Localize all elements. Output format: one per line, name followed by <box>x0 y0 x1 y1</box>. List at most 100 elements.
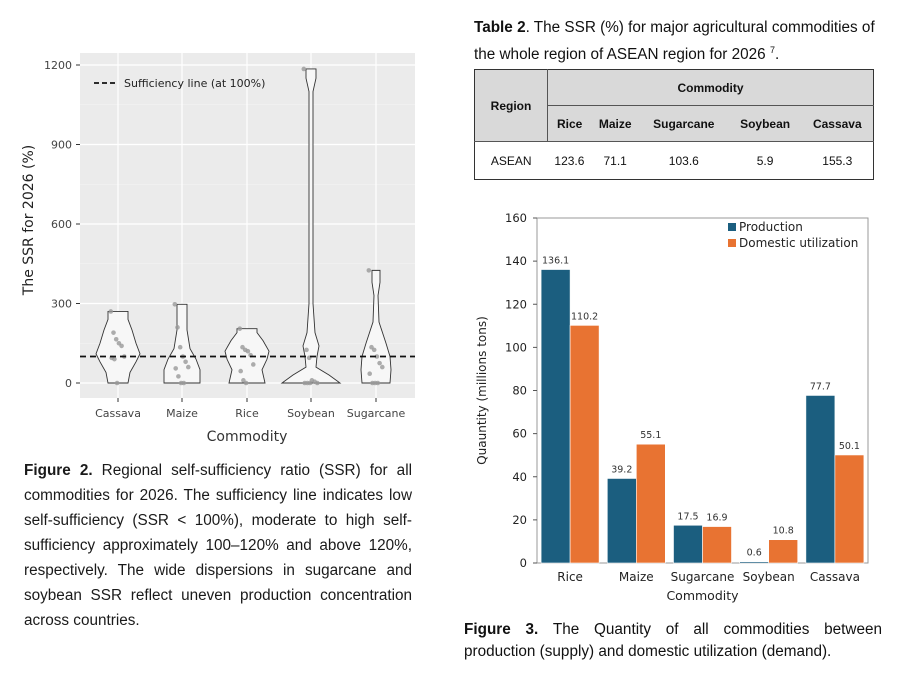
bar-domestic-utilization <box>834 454 865 564</box>
data-point <box>301 66 307 72</box>
data-point <box>112 356 117 362</box>
cell-value: 123.6 <box>547 141 592 180</box>
cell-region: ASEAN <box>474 141 548 180</box>
caption-end: . <box>774 46 780 64</box>
data-point <box>377 360 382 366</box>
y-tick-label: 160 <box>505 211 527 225</box>
data-point <box>177 344 183 350</box>
footnote-ref: 7 <box>769 45 775 55</box>
ssr-violin-chart: 0 300 600 900 1200 Cassava Maize Rice Soybean Sug… <box>21 53 415 445</box>
legend-swatch <box>728 239 736 247</box>
col-header: Soybean <box>728 105 802 142</box>
y-tick-label: 20 <box>512 513 527 527</box>
violin-cassava <box>95 311 141 384</box>
data-point <box>114 380 120 386</box>
y-axis-title: Quauntity (millions tons) <box>475 316 489 465</box>
caption-label: Figure 3. <box>464 621 539 638</box>
y-tick-label: 1200 <box>44 59 72 72</box>
data-point <box>251 362 256 367</box>
data-point <box>371 347 377 353</box>
data-label: 110.2 <box>571 311 598 322</box>
data-point <box>366 268 372 273</box>
caption-text: The Quantity of all commodities between … <box>464 621 882 660</box>
col-header: Cassava <box>801 105 874 142</box>
x-tick-label: Maize <box>166 407 198 420</box>
data-point <box>380 364 385 370</box>
y-tick-label: 600 <box>51 218 72 231</box>
data-point <box>173 366 178 371</box>
y-tick-label: 80 <box>512 384 527 398</box>
x-tick-label: Soybean <box>743 570 795 584</box>
legend-swatch <box>728 223 736 231</box>
data-point <box>315 380 320 386</box>
y-tick-label: 0 <box>65 377 72 390</box>
bar-production <box>673 524 703 564</box>
header-region: Region <box>474 69 548 142</box>
data-label: 39.2 <box>611 464 632 475</box>
data-label: 50.1 <box>839 441 860 452</box>
x-tick-label: Cassava <box>810 570 860 584</box>
legend-label: Sufficiency line (at 100%) <box>124 77 265 90</box>
quantity-bar-chart: 0 20 40 60 80 100 120 140 160 136.1 110.2 Rice 39.2 5… <box>475 211 869 603</box>
col-header: Sugarcane <box>639 105 729 142</box>
data-point <box>176 374 181 379</box>
bar-production <box>739 561 770 564</box>
caption-label: Figure 2. <box>24 462 93 479</box>
data-point <box>113 336 119 342</box>
y-tick-label: 300 <box>51 298 72 311</box>
x-tick-label: Sugarcane <box>347 407 406 420</box>
cell-value: 155.3 <box>801 141 874 180</box>
cell-value: 103.6 <box>639 141 729 180</box>
data-label: 77.7 <box>810 381 831 392</box>
legend-label: Domestic utilization <box>739 236 858 250</box>
table-row: ASEAN 123.6 71.1 103.6 5.9 155.3 <box>474 141 874 180</box>
legend-label: Production <box>739 220 803 234</box>
bar-domestic-utilization <box>702 526 732 564</box>
x-tick-label: Cassava <box>95 407 141 420</box>
data-label: 10.8 <box>773 526 794 537</box>
data-point <box>108 309 114 314</box>
x-tick-label: Sugarcane <box>671 570 735 584</box>
cell-value: 71.1 <box>591 141 640 180</box>
col-header: Maize <box>591 105 640 142</box>
x-axis-title: Commodity <box>207 429 288 445</box>
header-commodity: Commodity <box>547 69 874 106</box>
x-tick-label: Rice <box>235 407 259 420</box>
violin-rice <box>224 328 270 384</box>
data-point <box>367 371 373 377</box>
bar-domestic-utilization <box>768 539 799 564</box>
table-2-caption: Table 2. The SSR (%) for major agricultu… <box>474 17 884 66</box>
data-label: 0.6 <box>747 548 762 559</box>
bar-domestic-utilization <box>569 325 600 564</box>
ssr-table: Region Commodity Rice Maize Sugarcane So… <box>474 69 874 180</box>
data-point <box>307 380 313 386</box>
data-point <box>183 359 188 365</box>
data-point <box>111 330 116 335</box>
data-point <box>238 368 243 374</box>
figure-2-caption: Figure 2. Regional self-sufficiency rati… <box>24 458 412 633</box>
y-tick-label: 40 <box>512 470 527 484</box>
x-axis-title: Commodity <box>666 588 739 603</box>
data-point <box>119 343 124 349</box>
data-point <box>172 301 178 307</box>
x-tick-label: Maize <box>619 570 654 584</box>
data-point <box>374 354 380 359</box>
data-label: 16.9 <box>706 513 727 524</box>
data-label: 55.1 <box>640 430 661 441</box>
bar-production <box>540 269 571 564</box>
caption-label: Table 2 <box>474 19 526 36</box>
data-point <box>237 326 243 331</box>
y-tick-label: 140 <box>505 254 527 268</box>
y-tick-label: 120 <box>505 297 527 311</box>
data-label: 17.5 <box>677 511 698 522</box>
x-tick-label: Rice <box>557 570 583 584</box>
y-tick-label: 900 <box>51 139 72 152</box>
bar-domestic-utilization <box>636 443 666 564</box>
data-point <box>375 380 381 386</box>
violin-sugarcane <box>360 269 392 384</box>
y-tick-label: 60 <box>512 427 527 441</box>
data-point <box>175 325 180 330</box>
y-axis-title: The SSR for 2026 (%) <box>21 145 37 296</box>
data-point <box>304 347 309 353</box>
data-point <box>243 380 249 386</box>
